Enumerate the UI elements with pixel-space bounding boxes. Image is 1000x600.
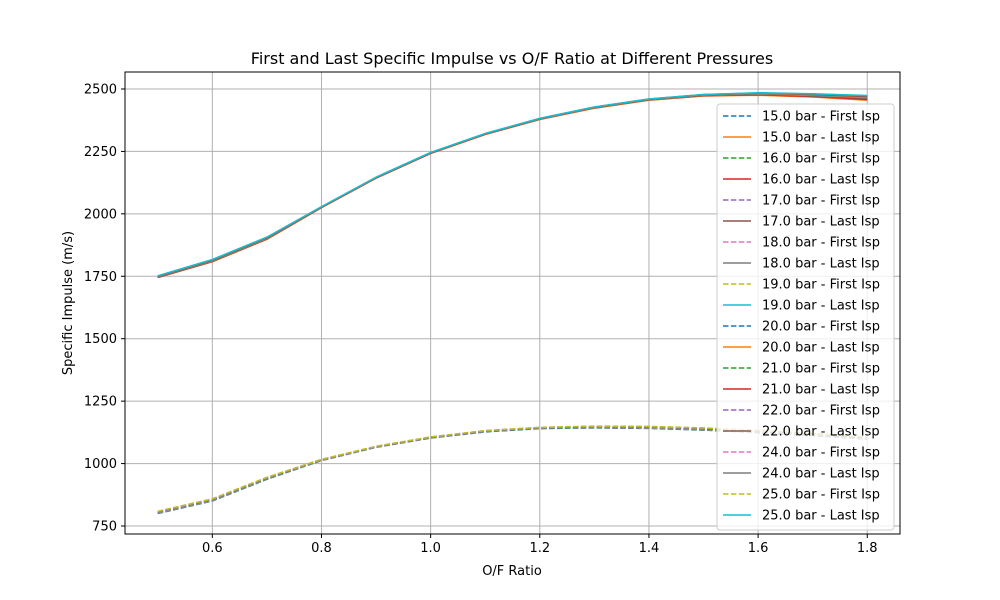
legend-label: 22.0 bar - First Isp [762, 404, 880, 419]
legend-label: 16.0 bar - Last Isp [762, 173, 880, 188]
y-tick-label: 2500 [84, 82, 117, 97]
y-axis: 750 1000 1250 1500 1750 2000 2250 2500 [84, 82, 125, 535]
legend-label: 25.0 bar - Last Isp [762, 509, 880, 524]
legend-label: 17.0 bar - First Isp [762, 194, 880, 209]
y-tick-label: 2250 [84, 145, 117, 160]
legend-label: 17.0 bar - Last Isp [762, 215, 880, 230]
series-line-19 [157, 91, 868, 277]
y-tick-label: 1250 [84, 395, 117, 410]
x-tick-label: 1.6 [748, 541, 769, 556]
legend-label: 21.0 bar - First Isp [762, 362, 880, 377]
x-axis-label: O/F Ratio [482, 564, 542, 579]
legend-label: 15.0 bar - First Isp [762, 110, 880, 125]
legend-label: 16.0 bar - First Isp [762, 152, 880, 167]
y-tick-label: 1000 [84, 457, 117, 472]
x-tick-label: 0.8 [311, 541, 332, 556]
chart-title: First and Last Specific Impulse vs O/F R… [251, 49, 773, 68]
legend-label: 18.0 bar - First Isp [762, 236, 880, 251]
y-axis-label: Specific Impulse (m/s) [61, 231, 76, 375]
legend-label: 20.0 bar - Last Isp [762, 341, 880, 356]
x-axis: 0.6 0.8 1.0 1.2 1.4 1.6 1.8 [202, 534, 878, 556]
legend-label: 22.0 bar - Last Isp [762, 425, 880, 440]
legend-label: 24.0 bar - First Isp [762, 446, 880, 461]
x-tick-label: 1.0 [420, 541, 441, 556]
x-tick-label: 1.4 [639, 541, 660, 556]
y-tick-label: 750 [92, 520, 117, 535]
legend-label: 21.0 bar - Last Isp [762, 383, 880, 398]
legend-box [716, 103, 895, 531]
x-tick-label: 1.2 [529, 541, 550, 556]
legend-label: 15.0 bar - Last Isp [762, 131, 880, 146]
legend-label: 19.0 bar - First Isp [762, 278, 880, 293]
y-tick-label: 1750 [84, 270, 117, 285]
legend-label: 18.0 bar - Last Isp [762, 257, 880, 272]
legend-label: 24.0 bar - Last Isp [762, 467, 880, 482]
x-tick-label: 0.6 [202, 541, 223, 556]
y-tick-label: 1500 [84, 332, 117, 347]
plot-frame [124, 71, 901, 535]
legend-label: 19.0 bar - Last Isp [762, 299, 880, 314]
legend: 15.0 bar - First Isp 15.0 bar - Last Isp 1… [716, 103, 895, 531]
legend-label: 25.0 bar - First Isp [762, 488, 880, 503]
x-tick-label: 1.8 [857, 541, 878, 556]
legend-label: 20.0 bar - First Isp [762, 320, 880, 335]
y-tick-label: 2000 [84, 207, 117, 222]
